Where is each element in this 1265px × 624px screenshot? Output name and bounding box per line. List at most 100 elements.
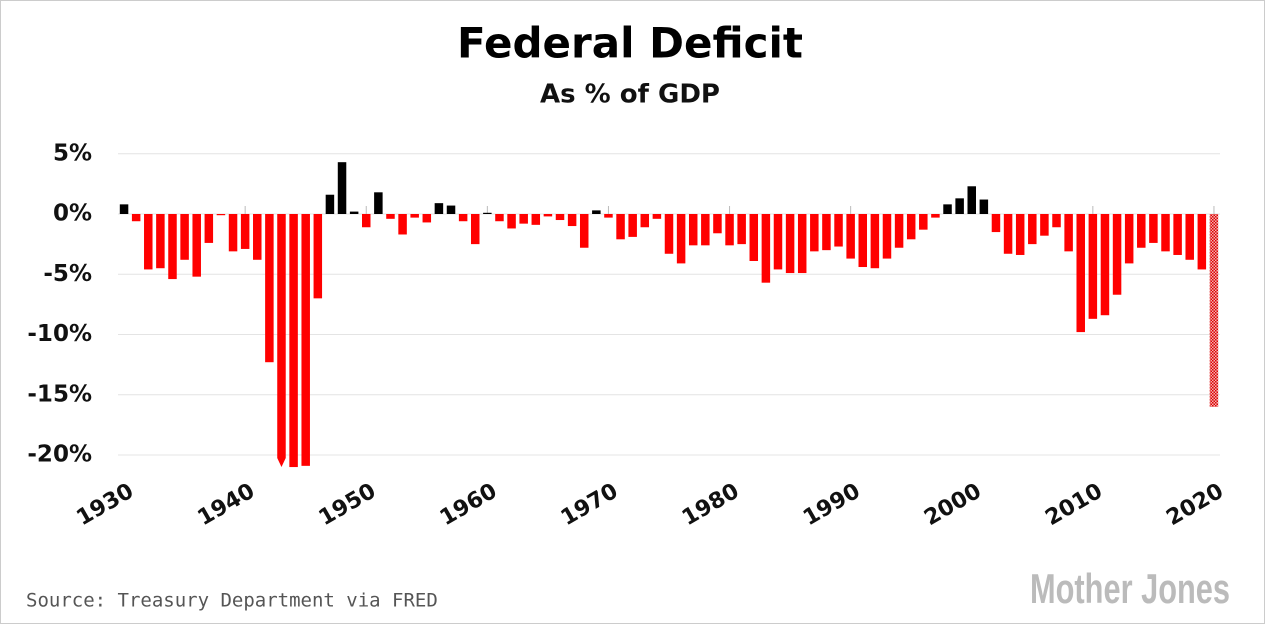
bar: [870, 214, 880, 269]
chart-title: Federal Deficit: [457, 19, 803, 68]
bar: [374, 192, 383, 214]
bar: [119, 204, 129, 214]
bar: [737, 214, 746, 245]
bar: [277, 214, 286, 459]
bar: [906, 214, 916, 240]
bar: [810, 214, 819, 252]
bar: [458, 214, 468, 222]
clip-arrow: [277, 458, 286, 468]
bar: [858, 214, 868, 268]
bar: [676, 214, 686, 264]
bar: [943, 204, 952, 214]
bar: [144, 214, 153, 270]
bar: [592, 210, 601, 214]
bar: [1052, 214, 1061, 228]
bar: [846, 214, 855, 259]
bar: [628, 214, 637, 237]
bar: [470, 214, 480, 245]
y-tick-label: -5%: [43, 261, 92, 287]
bar: [483, 212, 492, 214]
bar: [1003, 214, 1013, 254]
bar: [216, 214, 226, 216]
bar: [713, 214, 722, 234]
bar: [797, 214, 807, 274]
bar: [991, 214, 1001, 233]
bar: [1209, 214, 1219, 407]
bar: [131, 214, 141, 222]
bar: [1137, 214, 1146, 248]
y-tick-label: -20%: [27, 442, 92, 468]
bar: [688, 214, 698, 246]
bar: [894, 214, 904, 248]
bar: [495, 214, 504, 222]
bar: [519, 214, 528, 224]
bar: [349, 211, 359, 214]
bar: [386, 214, 395, 219]
bar: [1100, 214, 1110, 316]
bar: [410, 214, 419, 218]
bar: [1149, 214, 1158, 243]
bar: [204, 214, 214, 243]
bar: [761, 214, 771, 283]
bar: [1161, 214, 1170, 252]
bar: [180, 214, 189, 260]
bar: [531, 214, 541, 225]
bar: [955, 198, 964, 214]
y-tick-label: -10%: [27, 321, 92, 347]
bar: [192, 214, 201, 277]
bar: [156, 214, 165, 269]
bar: [604, 214, 613, 218]
y-tick-label: 5%: [53, 140, 92, 166]
bar: [773, 214, 783, 270]
bar: [1064, 214, 1073, 252]
bar: [919, 214, 928, 230]
bar: [1028, 214, 1037, 245]
bar: [749, 214, 759, 261]
bar: [822, 214, 831, 251]
bar: [882, 214, 892, 259]
bar: [725, 214, 734, 246]
bar: [301, 214, 310, 466]
bar: [265, 214, 274, 363]
bar: [228, 214, 238, 252]
bar: [289, 214, 298, 468]
bar: [931, 214, 940, 218]
bar: [1185, 214, 1194, 260]
bar: [240, 214, 250, 249]
bar: [979, 199, 989, 214]
bar: [1112, 214, 1122, 295]
bar: [652, 214, 662, 219]
watermark: Mother Jones: [1030, 565, 1230, 612]
bar: [325, 194, 335, 214]
bar: [362, 214, 371, 228]
bar: [664, 214, 674, 254]
bar: [834, 214, 843, 247]
bar: [1173, 214, 1182, 255]
bar: [1076, 214, 1085, 333]
bar: [785, 214, 795, 274]
source: Source: Treasury Department via FRED: [26, 590, 438, 612]
bar: [446, 205, 456, 214]
bar: [701, 214, 710, 246]
bar: [1088, 214, 1098, 319]
bar: [313, 214, 323, 299]
bar: [967, 186, 976, 214]
bar: [616, 214, 625, 240]
bar: [543, 214, 553, 217]
bar: [555, 214, 565, 221]
y-tick-label: -15%: [27, 381, 92, 407]
y-tick-label: 0%: [53, 201, 92, 227]
bar: [579, 214, 589, 248]
bar: [1124, 214, 1134, 264]
bar: [337, 162, 347, 214]
bar: [507, 214, 516, 229]
bar: [422, 214, 432, 223]
bar: [253, 214, 262, 260]
bar: [398, 214, 407, 235]
bar: [168, 214, 177, 280]
bar: [1197, 214, 1207, 270]
bar: [567, 214, 577, 227]
bar: [640, 214, 650, 228]
